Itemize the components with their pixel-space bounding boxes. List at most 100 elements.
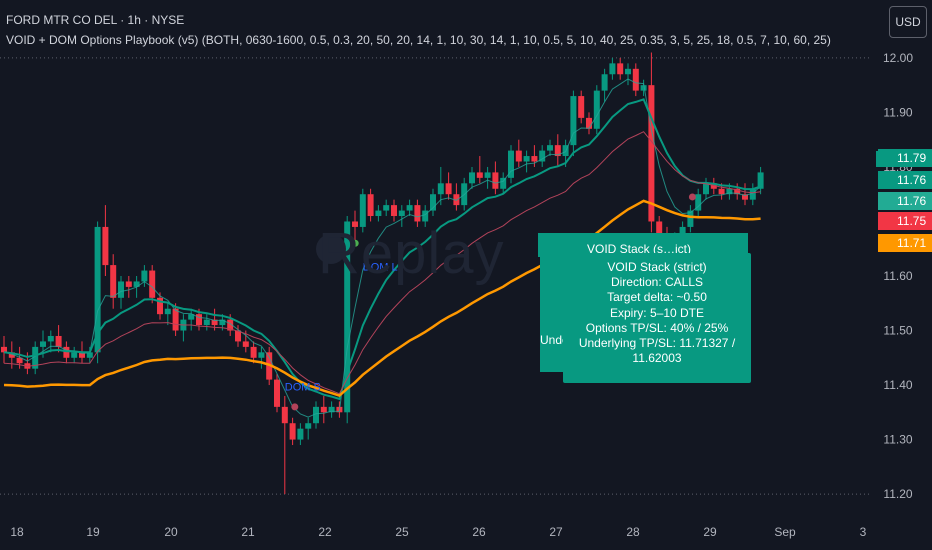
candle-body	[32, 346, 39, 369]
candle-body	[274, 379, 280, 407]
candle-body	[118, 281, 124, 298]
y-tick-label: 11.40	[883, 378, 912, 392]
candle-body	[632, 68, 639, 91]
ema-fast-line	[3, 78, 761, 418]
candle-body	[172, 308, 179, 331]
candle-body	[640, 85, 647, 91]
candle-body	[695, 194, 702, 211]
tooltip-line: Underlying TP/SL: 11.71327 / 11.62003	[578, 336, 736, 366]
tooltip-line: VOID Stack (strict)	[607, 260, 707, 274]
candle-body	[484, 172, 491, 178]
x-tick-label: 3	[860, 525, 867, 539]
candle-body	[648, 85, 655, 222]
tooltip-line: Options TP/SL: 40% / 25%	[585, 320, 729, 335]
x-tick-label: 22	[318, 525, 332, 539]
candle-body	[453, 194, 460, 206]
candle-body	[578, 96, 585, 118]
ema-long-line	[3, 199, 761, 398]
candle-body	[414, 205, 421, 222]
tooltip-line: Expiry: 5–10 DTE	[609, 305, 705, 320]
price-label-text: 11.76	[897, 194, 927, 208]
y-tick-label: 11.30	[883, 433, 912, 447]
candle-body	[539, 150, 546, 162]
candle-body	[749, 188, 756, 200]
candle-body	[352, 221, 358, 227]
candle-body	[391, 205, 397, 217]
candle-body	[679, 226, 686, 238]
candle-body	[79, 352, 85, 358]
candle-body	[16, 357, 23, 364]
x-tick-label: 26	[472, 525, 486, 539]
price-axis: 12.0011.9011.8011.7011.6011.5011.4011.30…	[883, 51, 913, 501]
candle-body	[430, 194, 436, 211]
signal-label: DOM S	[285, 382, 321, 394]
candle-body	[437, 183, 444, 195]
candle-body	[219, 319, 226, 326]
candle-body	[609, 63, 616, 75]
candle-body	[242, 341, 249, 347]
signal-tooltip: VOID Stack (strict) Direction: CALLS Tar…	[563, 253, 751, 383]
x-tick-label: 21	[241, 525, 255, 539]
candle-body	[547, 145, 553, 151]
candle-body	[102, 226, 109, 266]
candle-body	[570, 96, 577, 146]
candle-body	[211, 319, 218, 326]
ema-slow-line	[3, 131, 761, 395]
candle-body	[757, 172, 764, 189]
candle-body	[203, 319, 210, 326]
grid	[0, 57, 870, 495]
candle-body	[164, 308, 171, 315]
candles	[1, 52, 764, 495]
tooltip-line: Direction: CALLS	[610, 275, 704, 290]
y-tick-label: 12.00	[883, 51, 913, 65]
candle-body	[281, 406, 288, 424]
x-tick-label: 25	[395, 525, 409, 539]
candle-body	[586, 117, 592, 129]
signal-dot	[351, 239, 359, 247]
candle-body	[492, 172, 499, 189]
candle-body	[149, 270, 156, 298]
candle-body	[718, 188, 725, 195]
candle-body	[125, 281, 132, 287]
price-label: 11.76	[878, 171, 932, 189]
candle-body	[742, 194, 748, 200]
candle-body	[1, 346, 7, 353]
candle-body	[476, 172, 483, 178]
candle-body	[593, 90, 600, 129]
candle-body	[515, 150, 522, 162]
y-tick-label: 11.90	[883, 105, 912, 119]
x-tick-label: 27	[549, 525, 563, 539]
y-tick-label: 11.50	[883, 324, 912, 338]
candle-body	[531, 156, 538, 162]
candle-body	[625, 68, 631, 75]
price-label-text: 11.76	[897, 173, 927, 187]
tooltip-stub-text: VOID Stack (s…ict)	[587, 242, 692, 256]
signal-dot	[291, 403, 299, 411]
symbol-title[interactable]: FORD MTR CO DEL · 1h · NYSE	[6, 13, 185, 27]
candle-body	[320, 406, 327, 413]
x-tick-label: 18	[10, 525, 24, 539]
candle-body	[726, 188, 733, 195]
price-label: 11.71	[878, 234, 932, 252]
candle-body	[367, 194, 374, 217]
candle-body	[328, 406, 335, 413]
candle-body	[250, 346, 257, 358]
candle-body	[94, 226, 101, 353]
x-tick-label: Sep	[774, 525, 796, 539]
candle-body	[406, 205, 413, 211]
x-tick-label: 19	[86, 525, 100, 539]
candle-body	[601, 74, 608, 91]
candle-body	[523, 156, 530, 162]
signal-label: DOM L	[363, 262, 398, 274]
candle-body	[8, 352, 15, 358]
indicator-title[interactable]: VOID + DOM Options Playbook (v5) (BOTH, …	[6, 33, 831, 47]
candle-body	[133, 281, 140, 287]
candle-body	[359, 194, 366, 227]
candle-body	[703, 183, 709, 195]
currency-button[interactable]: USD	[889, 6, 927, 38]
candle-body	[687, 210, 694, 227]
candle-body	[157, 297, 163, 315]
moving-averages	[3, 78, 761, 418]
candle-body	[313, 406, 319, 424]
candle-body	[258, 352, 265, 358]
